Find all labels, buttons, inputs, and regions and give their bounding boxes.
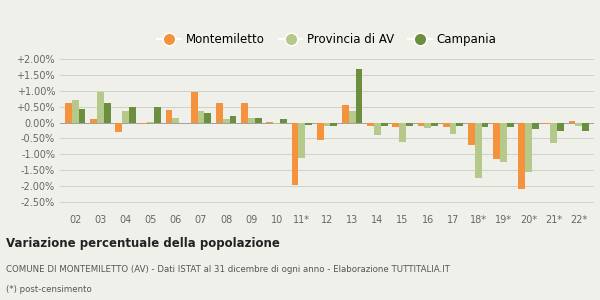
Bar <box>154 106 161 122</box>
Bar <box>298 122 305 158</box>
Bar <box>569 121 575 122</box>
Bar <box>399 122 406 142</box>
Bar <box>418 122 424 126</box>
Bar <box>115 122 122 132</box>
Bar <box>575 122 582 126</box>
Bar <box>500 122 507 162</box>
Bar <box>392 122 399 127</box>
Bar <box>582 122 589 131</box>
Bar <box>468 122 475 145</box>
Bar <box>248 118 255 122</box>
Text: COMUNE DI MONTEMILETTO (AV) - Dati ISTAT al 31 dicembre di ogni anno - Elaborazi: COMUNE DI MONTEMILETTO (AV) - Dati ISTAT… <box>6 265 450 274</box>
Bar <box>205 113 211 122</box>
Bar <box>525 122 532 172</box>
Bar <box>457 122 463 126</box>
Bar <box>79 109 85 122</box>
Bar <box>342 105 349 122</box>
Bar <box>122 111 129 122</box>
Bar <box>475 122 482 178</box>
Bar <box>443 122 449 127</box>
Bar <box>104 103 110 122</box>
Bar <box>349 111 356 122</box>
Text: Variazione percentuale della popolazione: Variazione percentuale della popolazione <box>6 238 280 250</box>
Bar <box>507 122 514 127</box>
Bar <box>550 122 557 143</box>
Bar <box>72 100 79 122</box>
Bar <box>323 122 331 126</box>
Bar <box>90 119 97 122</box>
Bar <box>197 111 205 122</box>
Bar <box>367 122 374 126</box>
Bar <box>544 122 550 124</box>
Bar <box>331 122 337 126</box>
Bar <box>129 106 136 122</box>
Bar <box>166 110 172 122</box>
Bar <box>406 122 413 126</box>
Bar <box>172 118 179 122</box>
Bar <box>216 103 223 122</box>
Bar <box>482 122 488 127</box>
Bar <box>424 122 431 128</box>
Bar <box>191 92 197 122</box>
Bar <box>292 122 298 184</box>
Text: (*) post-censimento: (*) post-censimento <box>6 286 92 295</box>
Bar <box>230 116 236 122</box>
Bar <box>532 122 539 129</box>
Bar <box>431 122 438 126</box>
Bar <box>557 122 564 130</box>
Bar <box>273 122 280 124</box>
Bar <box>241 103 248 122</box>
Bar <box>280 119 287 122</box>
Bar <box>223 119 230 122</box>
Bar <box>374 122 381 135</box>
Bar <box>381 122 388 126</box>
Bar <box>493 122 500 159</box>
Bar <box>449 122 457 134</box>
Bar <box>317 122 323 140</box>
Bar <box>255 118 262 122</box>
Bar <box>305 122 312 125</box>
Legend: Montemiletto, Provincia di AV, Campania: Montemiletto, Provincia di AV, Campania <box>152 28 502 51</box>
Bar <box>518 122 525 189</box>
Bar <box>97 92 104 122</box>
Bar <box>356 69 362 122</box>
Bar <box>140 122 147 124</box>
Bar <box>65 103 72 122</box>
